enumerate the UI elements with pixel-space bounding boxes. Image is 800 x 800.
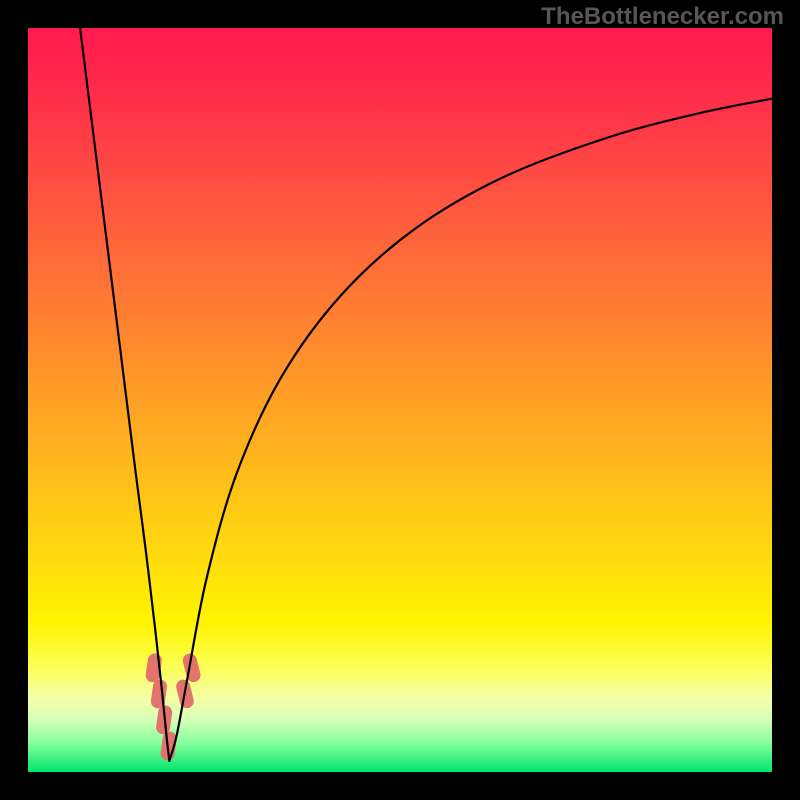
chart-frame: TheBottlenecker.com	[0, 0, 800, 800]
curve-left-branch	[80, 28, 169, 761]
marker-cluster-left	[145, 653, 177, 761]
marker-cluster-right	[175, 653, 201, 709]
marker-capsule	[151, 679, 168, 709]
curve-right-branch	[169, 99, 772, 761]
watermark-text: TheBottlenecker.com	[541, 3, 784, 31]
chart-svg	[28, 28, 772, 772]
plot-area	[28, 28, 772, 772]
